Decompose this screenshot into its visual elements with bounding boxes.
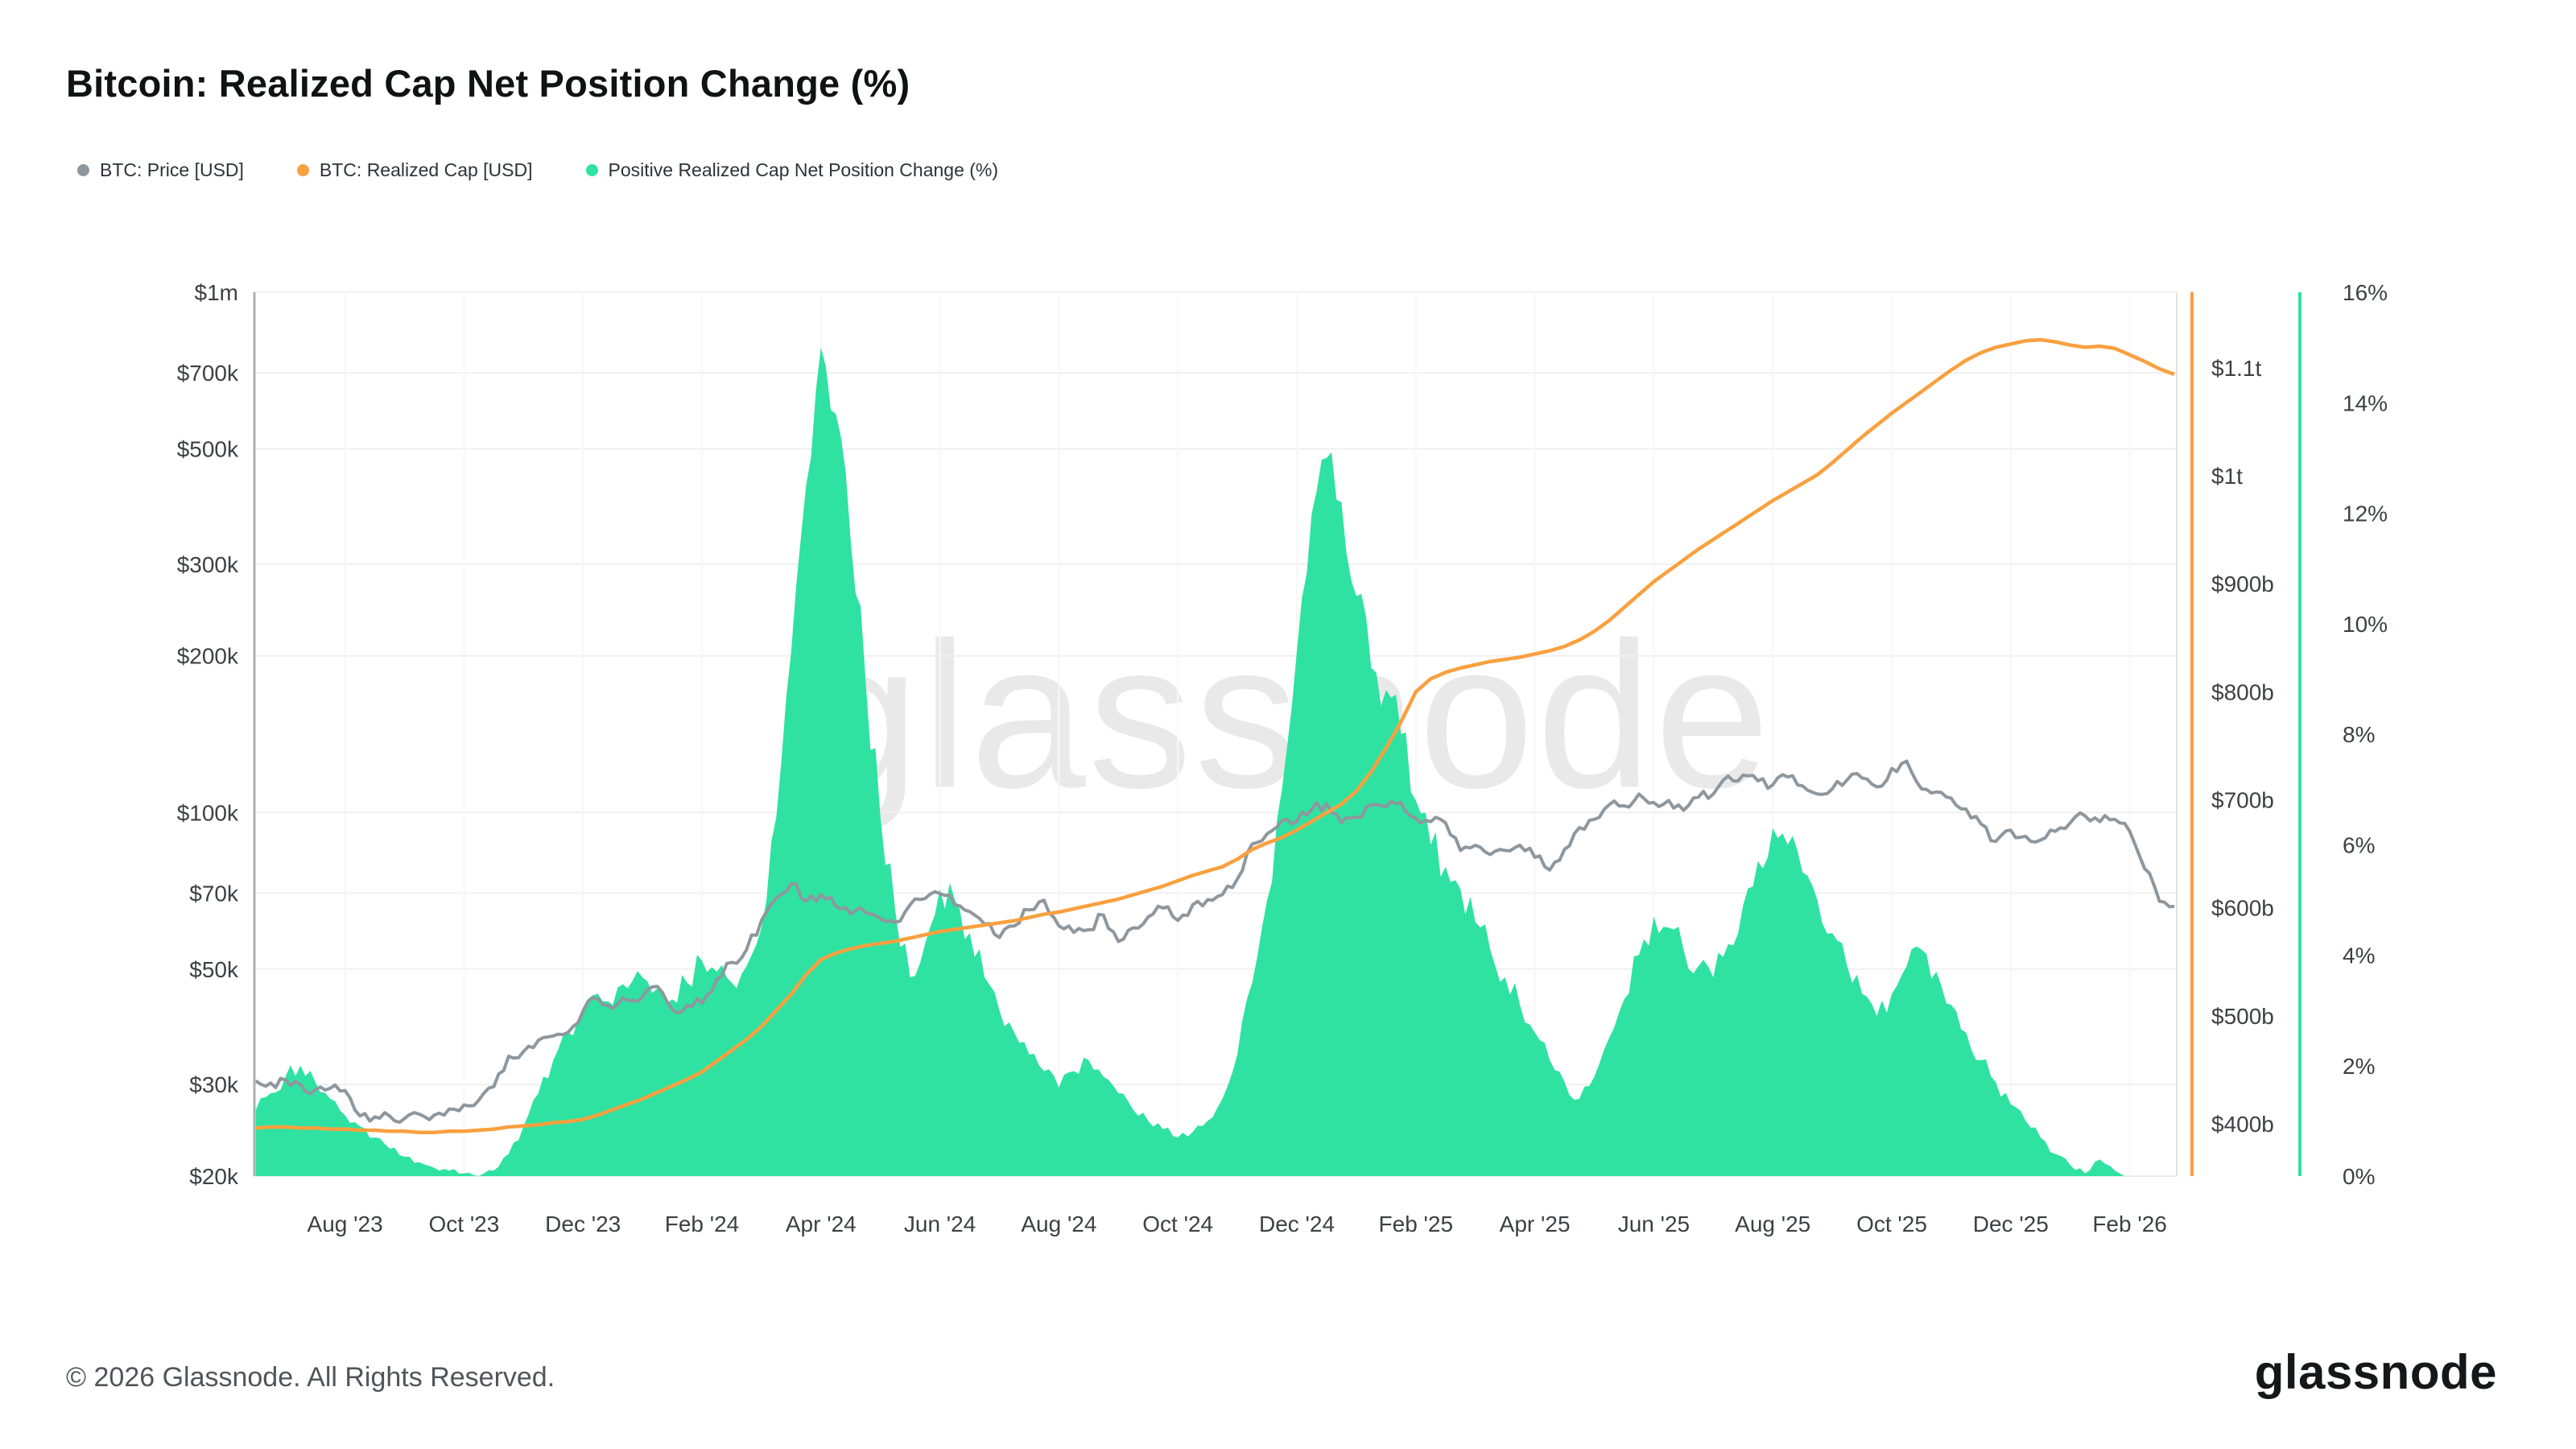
- svg-text:Dec '23: Dec '23: [545, 1212, 621, 1236]
- legend-dot-icon: [296, 164, 309, 176]
- svg-text:$100k: $100k: [177, 800, 239, 825]
- realized-cap-line-series: [255, 337, 2175, 1134]
- svg-text:$900b: $900b: [2211, 572, 2274, 597]
- svg-text:$30k: $30k: [189, 1072, 239, 1097]
- pct-axis-labels: 16% 14% 12% 10% 8% 6% 4% 2% 0%: [2343, 280, 2388, 1189]
- svg-text:Oct '23: Oct '23: [428, 1212, 499, 1236]
- svg-text:6%: 6%: [2343, 832, 2375, 857]
- copyright-text: © 2026 Glassnode. All Rights Reserved.: [66, 1362, 555, 1393]
- glassnode-logo: glassnode: [2254, 1345, 2497, 1399]
- svg-text:Dec '25: Dec '25: [1973, 1212, 2049, 1236]
- svg-text:$500k: $500k: [177, 437, 239, 462]
- svg-text:4%: 4%: [2343, 943, 2375, 968]
- svg-text:$200k: $200k: [177, 644, 239, 669]
- svg-text:Feb '25: Feb '25: [1379, 1212, 1454, 1236]
- axis-lines: [253, 292, 2301, 1176]
- svg-text:$1m: $1m: [195, 280, 238, 305]
- svg-text:Oct '25: Oct '25: [1856, 1212, 1927, 1236]
- svg-text:Feb '24: Feb '24: [665, 1212, 740, 1236]
- svg-text:Oct '24: Oct '24: [1142, 1212, 1213, 1236]
- svg-text:Aug '25: Aug '25: [1735, 1212, 1810, 1236]
- svg-text:$500b: $500b: [2211, 1004, 2274, 1029]
- svg-text:0%: 0%: [2343, 1164, 2375, 1189]
- svg-text:$50k: $50k: [189, 957, 239, 982]
- svg-text:$400b: $400b: [2211, 1112, 2274, 1137]
- svg-text:$1t: $1t: [2211, 464, 2243, 489]
- svg-text:12%: 12%: [2343, 502, 2388, 526]
- btc-price-line-series: [254, 759, 2175, 1125]
- svg-text:$700k: $700k: [177, 361, 239, 386]
- svg-text:16%: 16%: [2343, 280, 2388, 305]
- svg-text:8%: 8%: [2343, 722, 2375, 747]
- legend-label: BTC: Realized Cap [USD]: [319, 159, 533, 180]
- svg-text:Apr '24: Apr '24: [786, 1212, 857, 1236]
- svg-text:$600b: $600b: [2211, 896, 2274, 921]
- legend-item-1[interactable]: BTC: Realized Cap [USD]: [296, 159, 533, 181]
- legend: BTC: Price [USD] BTC: Realized Cap [USD] P…: [77, 159, 998, 181]
- svg-text:$300k: $300k: [177, 552, 239, 577]
- price-axis-labels: $1m $700k $500k $300k $200k $100k $70k $50k $30k…: [177, 280, 239, 1189]
- svg-text:Dec '24: Dec '24: [1259, 1212, 1335, 1236]
- svg-text:Aug '23: Aug '23: [308, 1212, 383, 1236]
- legend-label: BTC: Price [USD]: [100, 159, 244, 180]
- svg-text:$800b: $800b: [2211, 679, 2274, 704]
- net-position-change-area-series: [255, 347, 2174, 1177]
- svg-text:10%: 10%: [2343, 612, 2388, 637]
- svg-text:Apr '25: Apr '25: [1500, 1212, 1571, 1236]
- legend-dot-icon: [585, 164, 598, 176]
- realized-cap-axis-labels: $1.1t $1t $900b $800b $700b $600b $500b $400b: [2211, 356, 2274, 1137]
- svg-text:14%: 14%: [2343, 390, 2388, 415]
- svg-text:$700b: $700b: [2211, 788, 2274, 813]
- svg-text:Feb '26: Feb '26: [2092, 1212, 2167, 1236]
- legend-item-2[interactable]: Positive Realized Cap Net Position Chang…: [585, 159, 999, 181]
- svg-text:$1.1t: $1.1t: [2211, 356, 2261, 381]
- legend-label: Positive Realized Cap Net Position Chang…: [608, 159, 999, 180]
- legend-item-0[interactable]: BTC: Price [USD]: [77, 159, 244, 181]
- page-title: Bitcoin: Realized Cap Net Position Chang…: [66, 62, 910, 105]
- x-axis-labels: Aug '23 Oct '23 Dec '23 Feb '24 Apr '24 Jun '…: [308, 1212, 2167, 1236]
- svg-text:2%: 2%: [2343, 1054, 2375, 1079]
- legend-dot-icon: [77, 164, 89, 176]
- svg-text:$70k: $70k: [189, 881, 239, 906]
- svg-text:Jun '24: Jun '24: [904, 1212, 976, 1236]
- svg-text:Aug '24: Aug '24: [1021, 1212, 1096, 1236]
- svg-text:Jun '25: Jun '25: [1618, 1212, 1690, 1236]
- svg-text:$20k: $20k: [189, 1164, 239, 1189]
